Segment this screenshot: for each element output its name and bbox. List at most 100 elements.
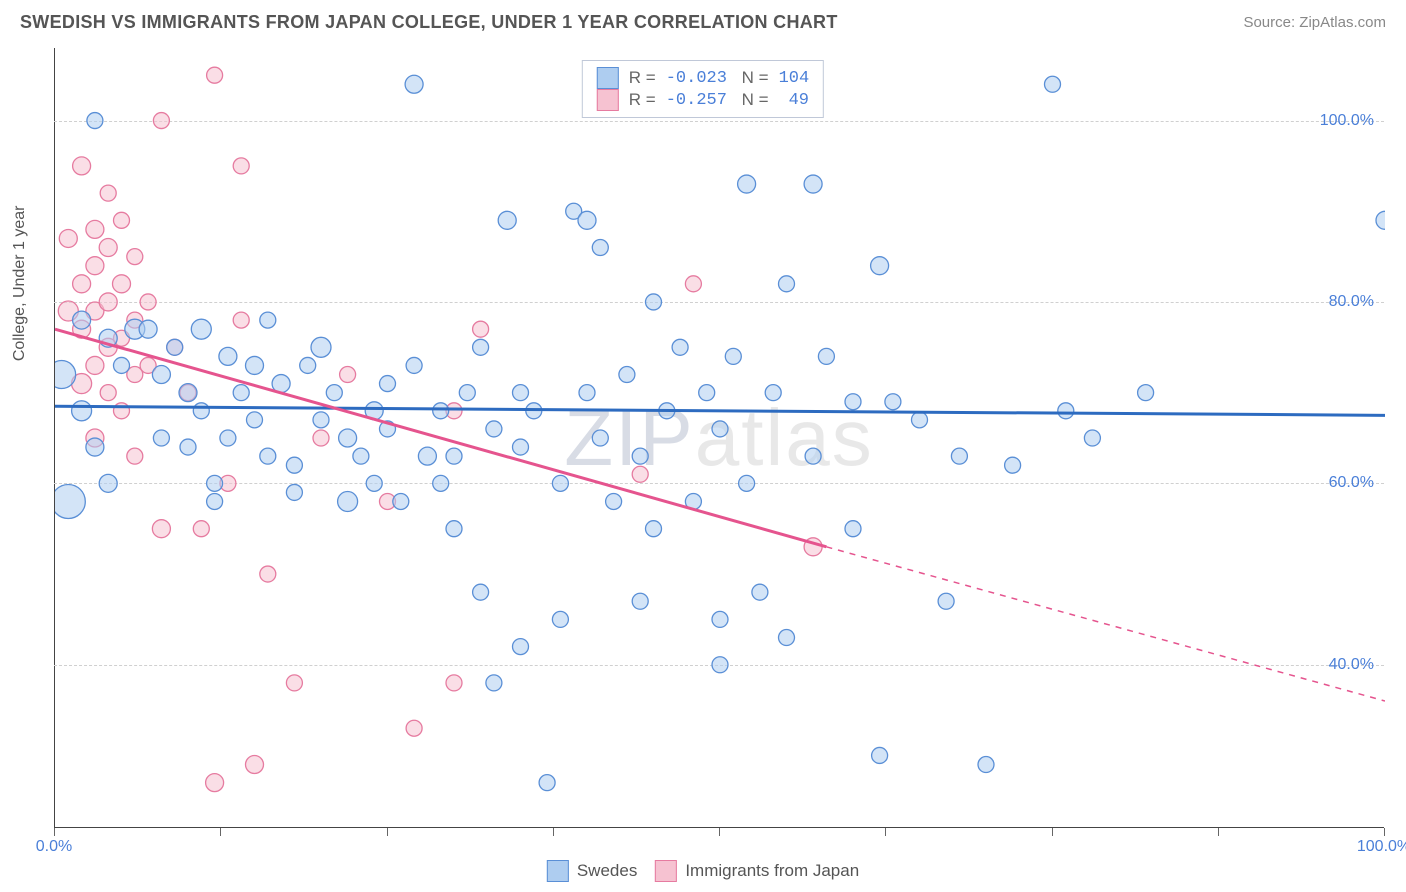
scatter-point [433,403,449,419]
scatter-point [86,220,104,238]
scatter-point [179,384,197,402]
scatter-point [498,211,516,229]
scatter-point [712,421,728,437]
scatter-point [779,276,795,292]
scatter-point [114,357,130,373]
x-tick [1052,828,1053,836]
scatter-point [286,457,302,473]
scatter-point [473,584,489,600]
scatter-point [300,357,316,373]
scatter-svg [55,48,1385,828]
scatter-point [193,403,209,419]
scatter-point [207,475,223,491]
scatter-point [804,175,822,193]
scatter-point [632,593,648,609]
x-tick [1384,828,1385,836]
scatter-point [685,276,701,292]
correlation-legend: R = -0.023 N = 104 R = -0.257 N = 49 [582,60,824,118]
scatter-point [552,475,568,491]
legend-row-japan: R = -0.257 N = 49 [597,89,809,111]
scatter-point [486,675,502,691]
scatter-point [338,491,358,511]
x-tick [1218,828,1219,836]
scatter-point [127,448,143,464]
trend-line [826,547,1385,701]
scatter-point [219,347,237,365]
scatter-point [951,448,967,464]
scatter-point [366,475,382,491]
scatter-point [167,339,183,355]
x-tick [719,828,720,836]
scatter-point [55,484,85,518]
legend-n-value-japan: 49 [779,91,809,110]
legend-label-swedes: Swedes [577,861,637,881]
japan-swatch-icon [655,860,677,882]
scatter-point [539,775,555,791]
swedes-swatch-icon [547,860,569,882]
scatter-point [459,385,475,401]
scatter-point [353,448,369,464]
scatter-point [86,356,104,374]
legend-n-label: N = [737,68,769,88]
scatter-point [646,294,662,310]
scatter-point [845,394,861,410]
scatter-point [1045,76,1061,92]
legend-row-swedes: R = -0.023 N = 104 [597,67,809,89]
scatter-point [113,275,131,293]
scatter-point [446,521,462,537]
scatter-point [632,466,648,482]
scatter-point [99,293,117,311]
legend-r-label: R = [629,68,656,88]
scatter-point [246,356,264,374]
scatter-point [779,630,795,646]
scatter-point [606,493,622,509]
scatter-point [646,521,662,537]
scatter-point [513,439,529,455]
scatter-point [405,75,423,93]
scatter-point [446,675,462,691]
scatter-point [513,639,529,655]
scatter-point [100,185,116,201]
scatter-point [592,240,608,256]
scatter-point [260,312,276,328]
scatter-point [86,438,104,456]
scatter-point [73,311,91,329]
legend-label-japan: Immigrants from Japan [685,861,859,881]
scatter-point [207,67,223,83]
scatter-point [100,385,116,401]
x-tick-label-min: 0.0% [36,838,72,856]
scatter-point [632,448,648,464]
scatter-point [446,448,462,464]
scatter-point [260,448,276,464]
scatter-point [885,394,901,410]
x-tick [220,828,221,836]
scatter-point [725,348,741,364]
scatter-point [699,385,715,401]
scatter-point [1376,211,1385,229]
scatter-point [313,412,329,428]
scatter-point [73,275,91,293]
x-tick [387,828,388,836]
scatter-point [87,113,103,129]
scatter-point [712,657,728,673]
chart-header: SWEDISH VS IMMIGRANTS FROM JAPAN COLLEGE… [20,12,1386,33]
scatter-point [152,520,170,538]
scatter-point [912,412,928,428]
scatter-point [578,211,596,229]
scatter-point [233,312,249,328]
scatter-point [206,774,224,792]
scatter-point [139,320,157,338]
scatter-point [805,448,821,464]
plot-container: ZIPatlas 40.0%60.0%80.0%100.0% [54,48,1384,828]
scatter-point [871,257,889,275]
scatter-point [712,611,728,627]
scatter-point [473,321,489,337]
scatter-point [127,249,143,265]
scatter-point [260,566,276,582]
y-axis-label: College, Under 1 year [11,206,29,362]
scatter-point [86,257,104,275]
scatter-point [311,337,331,357]
scatter-point [473,339,489,355]
scatter-point [313,430,329,446]
legend-r-value-swedes: -0.023 [666,69,727,88]
